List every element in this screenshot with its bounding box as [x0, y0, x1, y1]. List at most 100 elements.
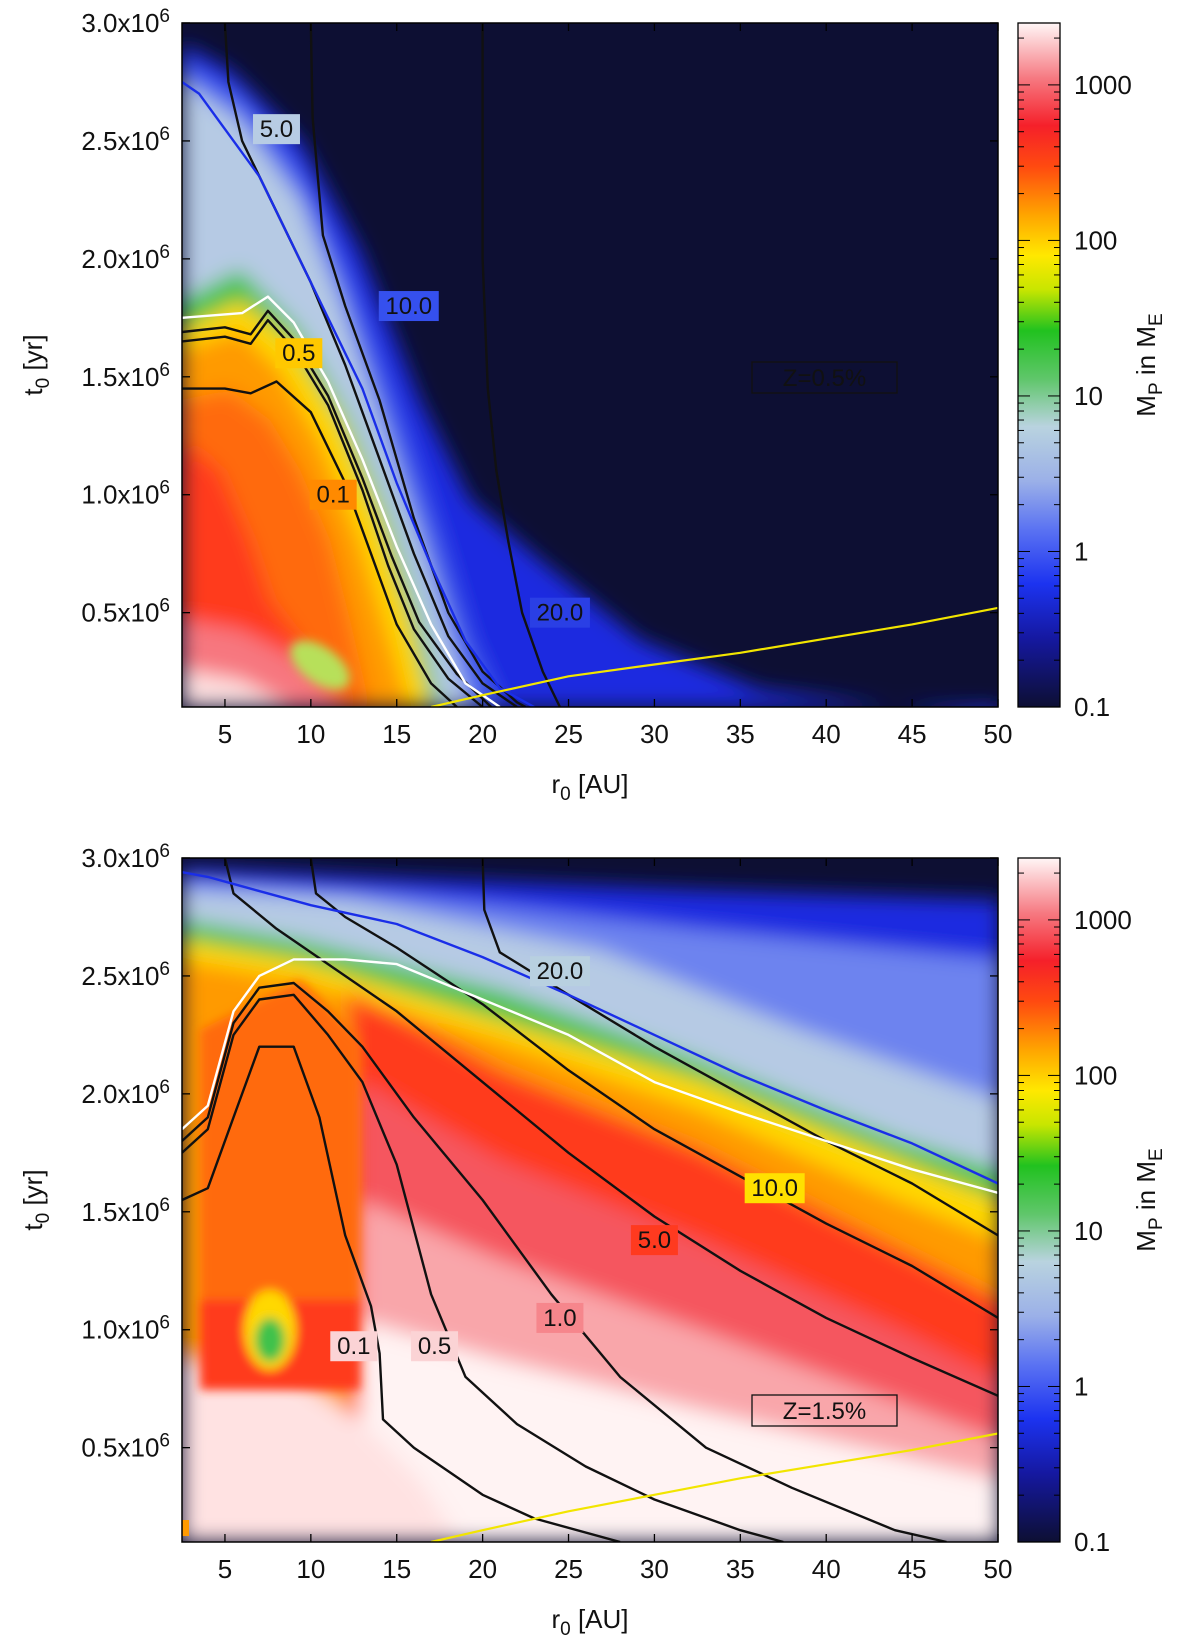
x-tick-label: 50	[984, 719, 1013, 749]
contour-0-5	[182, 319, 484, 707]
contour-label-bg	[630, 1225, 678, 1256]
x-tick-label: 25	[554, 1554, 583, 1584]
contour-20-0	[481, 858, 998, 1237]
x-axis-label: r0 [AU]	[551, 1604, 628, 1637]
contour-0-5	[182, 993, 784, 1542]
plot-frame	[181, 857, 999, 1543]
colorbar-tick-label: 100	[1074, 1060, 1117, 1090]
contour-label: 20.0	[537, 958, 584, 985]
y-tick-label: 1.5x106	[81, 1195, 170, 1227]
contour-label-bg	[529, 597, 590, 628]
x-tick-label: 20	[468, 719, 497, 749]
x-tick-label: 35	[726, 1554, 755, 1584]
z-annotation-box: Z=1.5%	[751, 1394, 898, 1427]
x-tick-label: 45	[898, 719, 927, 749]
contour-label-bg	[252, 114, 300, 145]
x-tick-label: 5	[218, 719, 232, 749]
contour-blue	[182, 871, 998, 1185]
x-axis-label: r0 [AU]	[551, 769, 628, 805]
y-tick-label: 2.5x106	[81, 959, 170, 991]
x-tick-label: 15	[382, 719, 411, 749]
x-tick-label: 25	[554, 719, 583, 749]
heatmap-background	[182, 23, 998, 707]
bottom-panel: 20.0 10.0 5.0 1.0 0.1 0.5 5 10 15 20 25 30 35 40 45 50…	[18, 841, 1167, 1640]
heatmap-background	[182, 858, 998, 1542]
contour-label: 10.0	[385, 293, 432, 320]
plot-frame	[181, 22, 999, 708]
y-axis-label: t0 [yr]	[18, 334, 54, 395]
x-tick-label: 35	[726, 719, 755, 749]
y-tick-label: 0.5x106	[81, 1431, 170, 1463]
contour-yellow	[430, 1432, 998, 1542]
y-tick-label: 1.5x106	[81, 360, 170, 392]
y-tick-label: 0.5x106	[81, 596, 170, 628]
contour-blue	[182, 81, 535, 707]
x-tick-label: 40	[812, 1554, 841, 1584]
colorbar-tick-label: 100	[1074, 225, 1117, 255]
x-tick-label: 45	[898, 1554, 927, 1584]
contour-5-0	[223, 23, 518, 707]
contour-label: 0.5	[282, 340, 315, 367]
contour-label-bg	[536, 1302, 584, 1333]
x-tick-label: 50	[984, 1554, 1013, 1584]
x-tick-label: 40	[812, 719, 841, 749]
x-tick-label: 20	[468, 1554, 497, 1584]
colorbar-tick-label: 1	[1074, 1371, 1088, 1401]
contour-label: 10.0	[751, 1175, 798, 1202]
y-tick-label: 3.0x106	[81, 6, 170, 38]
colorbar-tick-label: 10	[1074, 381, 1103, 411]
contour-label: 0.1	[337, 1333, 370, 1360]
y-tick-label: 2.0x106	[81, 242, 170, 274]
contour-label-bg	[378, 291, 439, 322]
y-axis-label: t0 [yr]	[18, 1169, 54, 1230]
contour-0-1	[182, 1045, 621, 1542]
contour-1-0	[182, 309, 493, 707]
contour-white	[182, 958, 998, 1195]
contour-5-0	[223, 858, 998, 1397]
contour-label-bg	[744, 1173, 805, 1204]
colorbar-label: MP in ME	[1131, 1148, 1167, 1251]
contour-yellow	[430, 606, 998, 707]
y-tick-label: 2.0x106	[81, 1077, 170, 1109]
colorbar-tick-label: 0.1	[1074, 1527, 1110, 1557]
contour-label-bg	[330, 1331, 378, 1362]
contour-10-0	[309, 858, 998, 1319]
contour-label: 5.0	[260, 116, 293, 143]
z-annotation: Z=0.5%	[783, 365, 866, 392]
x-tick-label: 10	[296, 719, 325, 749]
contour-label-bg	[275, 338, 323, 369]
contour-0-1	[182, 380, 458, 707]
colorbar-tick-label: 1	[1074, 536, 1088, 566]
contour-label-bg	[529, 956, 590, 987]
x-tick-label: 30	[640, 1554, 669, 1584]
y-tick-label: 1.0x106	[81, 478, 170, 510]
colorbar-tick-label: 1000	[1074, 905, 1132, 935]
x-tick-label: 30	[640, 719, 669, 749]
colorbar-tick-label: 10	[1074, 1216, 1103, 1246]
contour-label: 1.0	[543, 1305, 576, 1332]
contour-label: 20.0	[537, 600, 584, 627]
y-tick-label: 2.5x106	[81, 124, 170, 156]
colorbar: 0.1 1 10 100 1000 MP in ME	[1017, 22, 1167, 722]
y-tick-label: 3.0x106	[81, 841, 170, 873]
pixel-patch	[182, 1520, 189, 1536]
contour-label: 0.1	[316, 482, 349, 509]
x-tick-label: 15	[382, 1554, 411, 1584]
x-tick-label: 5	[218, 1554, 232, 1584]
contour-label: 5.0	[638, 1227, 671, 1254]
contour-label-bg	[411, 1331, 459, 1362]
z-annotation: Z=1.5%	[783, 1398, 866, 1425]
top-panel: 5.0 10.0 0.5 0.1 20.0 5 10 15 20 25 30 35 40 45 50 0.5…	[18, 6, 1167, 805]
colorbar-label: MP in ME	[1131, 313, 1167, 416]
contour-20-0	[481, 23, 561, 707]
contour-label: 0.5	[418, 1333, 451, 1360]
colorbar: 0.1 1 10 100 1000 MP in ME	[1017, 857, 1167, 1557]
colorbar-tick-label: 0.1	[1074, 692, 1110, 722]
x-tick-label: 10	[296, 1554, 325, 1584]
z-annotation-box: Z=0.5%	[751, 361, 898, 394]
y-tick-label: 1.0x106	[81, 1313, 170, 1345]
contour-white	[182, 295, 501, 707]
contour-label-bg	[309, 479, 357, 510]
colorbar-tick-label: 1000	[1074, 70, 1132, 100]
